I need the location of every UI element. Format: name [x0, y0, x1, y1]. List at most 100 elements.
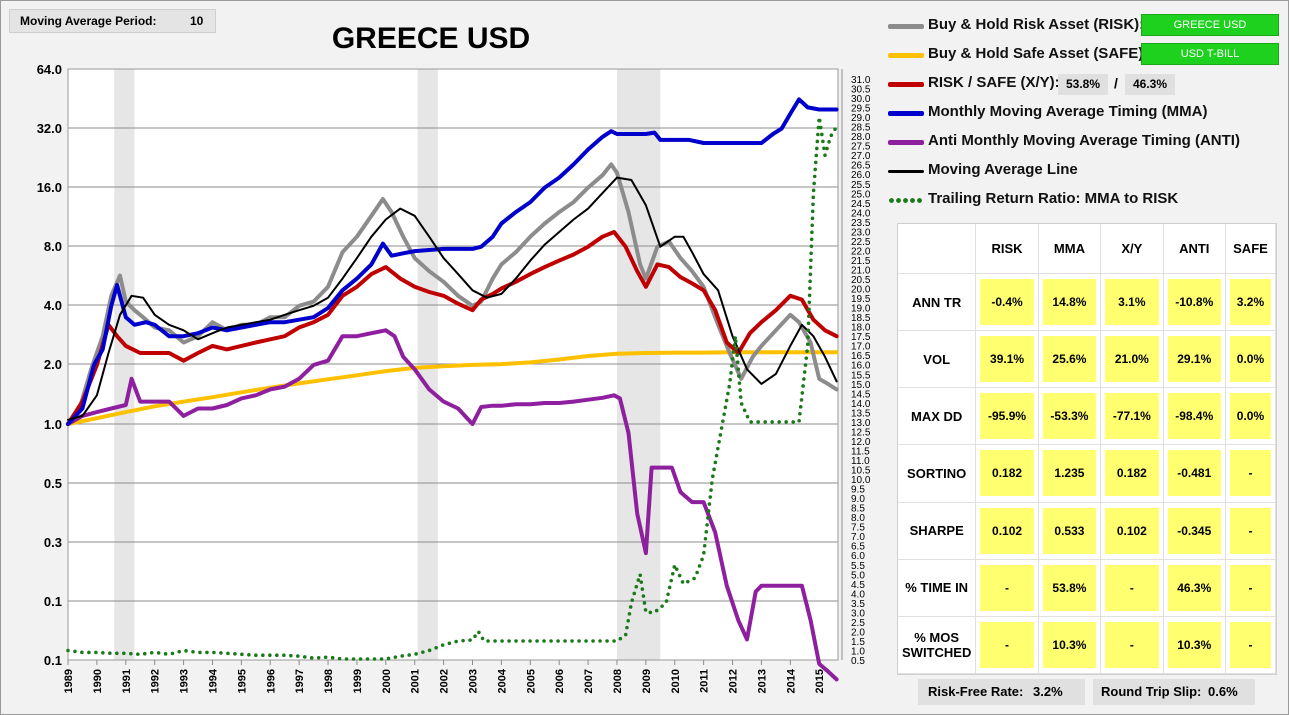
stats-cell: -77.1% — [1101, 388, 1164, 446]
stats-cell-value: 0.182 — [980, 450, 1034, 497]
col-header-risk: RISK — [976, 224, 1039, 274]
round-trip-slip-label: Round Trip Slip: — [1101, 684, 1202, 699]
x-tick-label: 1999 — [352, 669, 364, 693]
y2-tick-label: 15.5 — [851, 370, 871, 381]
y2-tick-label: 11.0 — [851, 456, 870, 467]
x-tick-label: 2011 — [699, 669, 711, 693]
stats-cell: -53.3% — [1038, 388, 1102, 446]
risk-free-rate-label: Risk-Free Rate: — [928, 684, 1024, 699]
stats-cell-value: 3.2% — [1229, 279, 1271, 326]
legend-trailing-label: Trailing Return Ratio: MMA to RISK — [928, 190, 1179, 207]
plot-area-frame — [67, 68, 839, 661]
y2-tick-label: 3.5 — [851, 599, 865, 610]
y2-tick-label: 8.5 — [851, 504, 865, 515]
y2-tick-label: 25.5 — [851, 180, 871, 191]
y2-tick-label: 19.0 — [851, 304, 871, 315]
y2-tick-label: 1.0 — [851, 646, 865, 657]
y2-tick-label: 10.0 — [851, 475, 871, 486]
y2-tick-label: 13.0 — [851, 418, 871, 429]
x-tick-label: 1998 — [323, 669, 335, 693]
stats-cell: 10.3% — [1163, 616, 1226, 674]
y2-tick-label: 17.5 — [851, 332, 871, 343]
stats-row: SHARPE 0.102 0.533 0.102 -0.345- — [898, 502, 1276, 560]
stats-row: % TIME IN -53.8% -46.3% - — [898, 559, 1276, 617]
y2-tick-label: 20.5 — [851, 275, 871, 286]
y-tick-label: 0.1 — [44, 653, 62, 668]
y2-tick-label: 28.0 — [851, 132, 871, 143]
moving-average-period-box: Moving Average Period: 10 — [9, 9, 216, 33]
x-tick-label: 2013 — [756, 669, 768, 693]
stats-cell-value: - — [1229, 450, 1271, 497]
series-line — [66, 328, 839, 682]
x-tick-label: 2015 — [814, 669, 826, 693]
y2-tick-label: 24.5 — [851, 199, 871, 210]
stats-cell-value: 3.1% — [1105, 279, 1159, 326]
series-lines — [66, 97, 839, 682]
x-tick-label: 1997 — [294, 669, 306, 693]
x-tick-label: 2008 — [612, 669, 624, 693]
stats-cell: - — [1101, 616, 1164, 674]
y-tick-label: 0.1 — [44, 594, 62, 609]
stats-cell: -0.4% — [976, 274, 1039, 332]
stats-cell: 0.182 — [976, 445, 1039, 503]
stats-cell: 1.235 — [1038, 445, 1102, 503]
stats-table: RISK MMA X/Y ANTI SAFE ANN TR -0.4% 14.8% 3… — [898, 224, 1276, 674]
stats-cell-value: - — [1105, 621, 1159, 668]
stats-row-label: VOL — [898, 331, 977, 389]
stats-cell: 0.182 — [1101, 445, 1164, 503]
y2-tick-label: 18.5 — [851, 313, 871, 324]
stats-cell: 25.6% — [1038, 331, 1102, 389]
stats-cell: - — [976, 559, 1039, 617]
y2-tick-label: 8.0 — [851, 513, 865, 524]
chart-title: GREECE USD — [332, 22, 530, 55]
y2-tick-label: 19.5 — [851, 294, 871, 305]
legend-safe-swatch — [888, 53, 924, 58]
legend-mma-label: Monthly Moving Average Timing (MMA) — [928, 103, 1208, 120]
y-tick-label: 4.0 — [44, 298, 62, 313]
x-tick-label: 2010 — [670, 669, 682, 693]
stats-cell: 0.102 — [1101, 502, 1164, 560]
stats-cell: 46.3% — [1163, 559, 1226, 617]
stats-cell: - — [1225, 502, 1276, 560]
stats-cell-value: - — [1229, 621, 1271, 668]
stats-cell-value: -77.1% — [1105, 393, 1159, 440]
y2-tick-label: 21.5 — [851, 256, 871, 267]
stats-cell: 3.2% — [1225, 274, 1276, 332]
stats-cell-value: 10.3% — [1042, 621, 1097, 668]
y2-tick-label: 2.5 — [851, 618, 865, 629]
stats-cell: -98.4% — [1163, 388, 1226, 446]
risk-free-rate-box: Risk-Free Rate: 3.2% — [918, 679, 1085, 705]
col-header-mma: MMA — [1038, 224, 1102, 274]
legend-anti-label: Anti Monthly Moving Average Timing (ANTI… — [928, 132, 1240, 149]
stats-cell: 14.8% — [1038, 274, 1102, 332]
round-trip-slip-value: 0.6% — [1208, 684, 1238, 699]
stats-cell-value: -0.481 — [1167, 450, 1221, 497]
stats-cell-value: 25.6% — [1042, 336, 1097, 383]
legend-maline-swatch — [888, 170, 924, 173]
stats-cell: - — [976, 616, 1039, 674]
y2-tick-label: 6.5 — [851, 542, 865, 553]
ratio-separator: / — [1114, 75, 1118, 91]
x-axis-ticks: 1989 1990 1991 1992 1993 1994 1995 1996 1997 1998… — [63, 660, 826, 693]
ratio-pct-risk: 53.8% — [1058, 74, 1108, 95]
series-line — [66, 350, 839, 426]
y-tick-label: 0.5 — [44, 476, 62, 491]
y2-tick-label: 24.0 — [851, 208, 871, 219]
stats-cell-value: -10.8% — [1167, 279, 1221, 326]
y2-tick-label: 2.0 — [851, 627, 865, 638]
x-tick-label: 2004 — [496, 668, 508, 693]
stats-row-label: % TIME IN — [898, 559, 977, 617]
y2-tick-label: 1.5 — [851, 637, 865, 648]
stats-cell-value: 0.533 — [1042, 507, 1097, 554]
y2-tick-label: 21.0 — [851, 265, 871, 276]
stats-cell: 21.0% — [1101, 331, 1164, 389]
stats-cell-value: -98.4% — [1167, 393, 1221, 440]
col-header-anti: ANTI — [1163, 224, 1226, 274]
stats-cell-value: 1.235 — [1042, 450, 1097, 497]
stats-cell-value: - — [980, 621, 1034, 668]
series-line — [67, 176, 838, 421]
ma-period-value: 10 — [190, 14, 204, 28]
y2-tick-label: 27.5 — [851, 142, 871, 153]
y2-tick-label: 23.0 — [851, 227, 871, 238]
x-tick-label: 2001 — [410, 669, 422, 693]
